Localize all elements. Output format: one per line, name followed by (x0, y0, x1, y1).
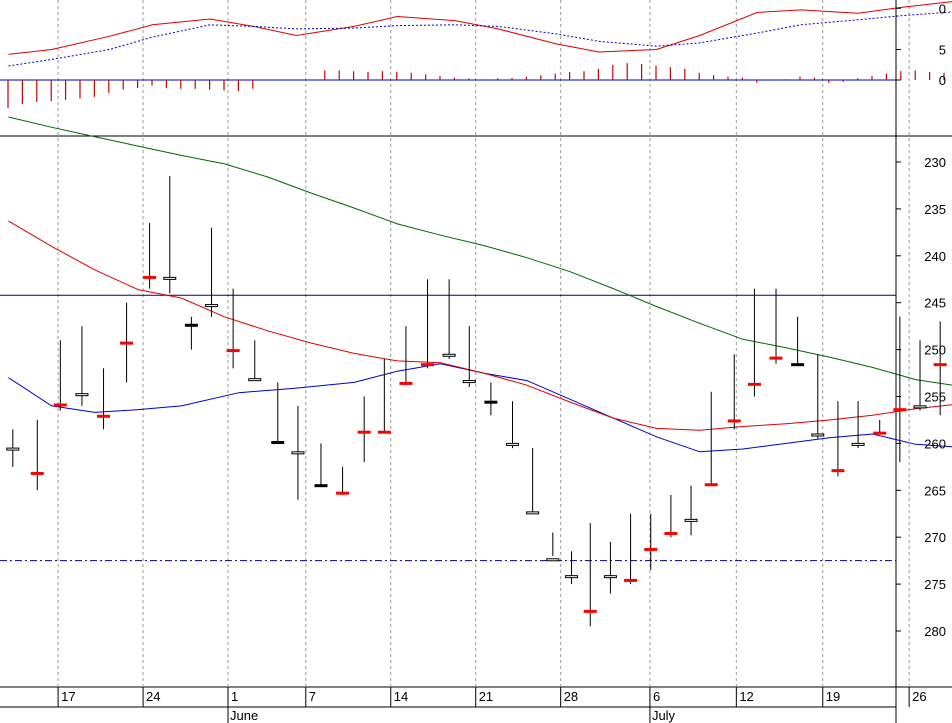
candle-body-1 (30, 471, 44, 475)
candle-body-2 (53, 403, 67, 407)
candle-body-39 (831, 469, 845, 473)
x-day-label-10: 26 (912, 689, 926, 704)
histogram-y-label-0: 0 (939, 73, 946, 88)
candle-body-35 (747, 382, 761, 386)
oscillator-y-label-1: 0 (939, 1, 946, 16)
oscillator-panel (8, 1, 952, 67)
candle-body-13 (291, 451, 305, 455)
candle-body-18 (399, 381, 413, 385)
x-day-label-1: 24 (146, 689, 160, 704)
y-axis: 5 0 0 280 275 270 265 260 255 250 245 240 235 230 (896, 1, 946, 639)
vertical-gridlines (57, 0, 910, 687)
x-axis: 17241714212861219262JuneJulyA (0, 687, 927, 723)
candle-body-9 (205, 304, 219, 308)
x-day-label-5: 21 (479, 689, 493, 704)
x-day-label-4: 14 (394, 689, 408, 704)
moving-average-red (8, 220, 952, 431)
candle-body-28 (603, 575, 617, 579)
price-y-label-4: 260 (924, 436, 946, 451)
histogram-panel (0, 63, 945, 108)
candle-body-25 (546, 558, 560, 562)
candle-body-10 (226, 349, 240, 353)
candle-body-42 (893, 408, 907, 412)
candle-body-8 (184, 323, 198, 327)
candle-body-21 (462, 380, 476, 384)
candle-body-20 (442, 353, 456, 357)
x-day-label-0: 17 (61, 689, 75, 704)
candle-body-16 (357, 430, 371, 434)
candle-body-22 (484, 400, 498, 404)
candle-body-32 (684, 518, 698, 522)
candle-body-4 (97, 414, 111, 418)
candle-body-29 (624, 578, 638, 582)
price-y-label-10: 230 (924, 155, 946, 170)
price-y-label-2: 270 (924, 530, 946, 545)
candle-body-43 (913, 405, 927, 409)
candle-body-40 (851, 442, 865, 446)
candle-body-5 (120, 341, 134, 345)
candle-body-24 (526, 511, 540, 515)
candle-body-33 (704, 483, 718, 487)
candle-body-27 (583, 609, 597, 613)
x-month-label-1: July (652, 708, 676, 723)
candle-body-30 (644, 547, 658, 551)
candle-body-26 (565, 575, 579, 579)
candle-body-0 (6, 447, 20, 451)
candle-body-44 (933, 363, 947, 367)
candle-body-6 (143, 275, 157, 279)
oscillator-line-1 (8, 11, 952, 67)
candle-body-11 (248, 378, 262, 382)
x-day-label-6: 28 (564, 689, 578, 704)
candle-body-7 (163, 276, 177, 280)
price-y-label-0: 280 (924, 624, 946, 639)
price-y-label-9: 235 (924, 202, 946, 217)
candle-body-36 (769, 356, 783, 360)
x-day-label-2: 1 (231, 689, 238, 704)
candle-body-41 (873, 431, 887, 435)
candle-body-15 (336, 491, 350, 495)
candle-body-12 (271, 441, 285, 445)
price-y-label-5: 255 (924, 390, 946, 405)
candle-body-23 (506, 442, 519, 446)
price-y-label-6: 250 (924, 343, 946, 358)
oscillator-y-label-0: 5 (939, 43, 946, 58)
x-day-label-7: 6 (653, 689, 660, 704)
candle-body-17 (377, 430, 391, 434)
price-panel (0, 116, 952, 627)
candle-body-31 (664, 532, 678, 536)
candle-body-3 (75, 393, 89, 397)
price-y-label-8: 240 (924, 249, 946, 264)
x-day-label-9: 19 (826, 689, 840, 704)
oscillator-line-0 (8, 1, 952, 55)
price-y-label-3: 265 (924, 483, 946, 498)
moving-average-blue (8, 363, 952, 453)
x-day-label-3: 7 (309, 689, 316, 704)
candle-body-34 (727, 419, 741, 423)
candle-body-14 (314, 484, 328, 488)
x-day-label-8: 12 (739, 689, 753, 704)
x-month-label-0: June (230, 708, 258, 723)
candle-body-19 (421, 363, 435, 367)
candle-body-37 (791, 363, 805, 367)
candle-body-38 (811, 433, 825, 437)
price-y-label-7: 245 (924, 296, 946, 311)
price-y-label-1: 275 (924, 577, 946, 592)
moving-average-green (8, 116, 952, 386)
